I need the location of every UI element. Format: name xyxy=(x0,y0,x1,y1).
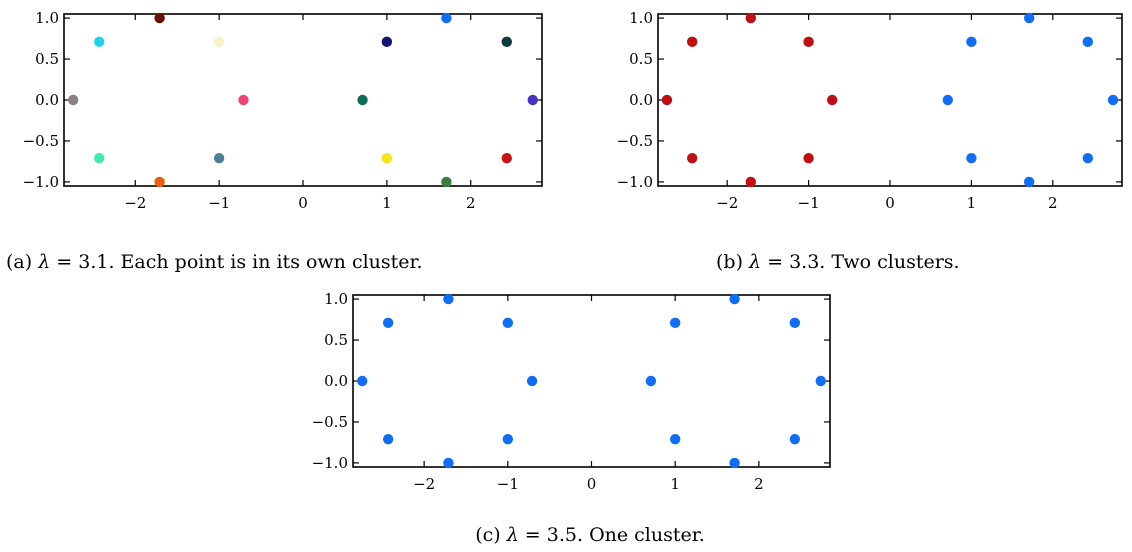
data-point xyxy=(729,293,740,305)
x-tick-label: 2 xyxy=(754,475,764,493)
subfigure-caption: (c) λ = 3.5. One cluster. xyxy=(475,524,705,546)
data-point xyxy=(1023,12,1035,24)
data-point xyxy=(213,152,225,164)
x-tick-label: 1 xyxy=(382,194,392,212)
y-tick-label: −0.5 xyxy=(23,132,59,150)
scatter-panel-b: −2 −1 0 1 2 1.0 0.5 0.0 −0.5 −1.0 (b) λ = 3.3. Two… xyxy=(617,9,1123,273)
x-tick-label: −2 xyxy=(716,194,738,212)
data-point xyxy=(441,176,452,188)
subfigure-caption: (a) λ = 3.1. Each point is in its own cl… xyxy=(6,251,423,273)
data-point xyxy=(94,36,105,48)
x-tick-label: −2 xyxy=(413,475,435,493)
data-point xyxy=(803,36,814,48)
data-point xyxy=(1082,36,1094,48)
data-point xyxy=(686,152,698,164)
data-point xyxy=(1023,176,1035,188)
data-point xyxy=(645,375,657,387)
data-point xyxy=(966,36,977,48)
y-tick-label: 1.0 xyxy=(324,290,348,308)
data-point xyxy=(443,457,454,469)
data-point xyxy=(729,457,740,469)
data-point xyxy=(357,375,368,387)
y-tick-label: −0.5 xyxy=(617,132,653,150)
data-point xyxy=(382,317,394,329)
data-point xyxy=(68,94,79,106)
data-point xyxy=(1082,152,1094,164)
x-tick-label: 0 xyxy=(885,194,895,212)
data-point xyxy=(745,12,756,24)
y-tick-label: 1.0 xyxy=(629,9,653,27)
data-point xyxy=(669,433,681,445)
data-point xyxy=(745,176,756,188)
data-point xyxy=(382,433,394,445)
data-point xyxy=(501,152,512,164)
data-point xyxy=(441,12,452,24)
data-point xyxy=(501,36,512,48)
data-point xyxy=(154,176,165,188)
x-tick-label: 1 xyxy=(670,475,680,493)
scatter-panel-a: −2 −1 0 1 2 1.0 0.5 0.0 −0.5 −1.0 (a) λ = 3.1. Eac… xyxy=(6,9,543,273)
y-tick-label: 0.0 xyxy=(629,91,653,109)
data-point xyxy=(789,317,801,329)
data-point xyxy=(357,94,368,106)
data-point xyxy=(502,317,514,329)
data-point xyxy=(527,94,538,106)
y-tick-label: −1.0 xyxy=(23,173,59,191)
subfigure-caption: (b) λ = 3.3. Two clusters. xyxy=(716,251,960,273)
x-tick-label: 2 xyxy=(1048,194,1058,212)
data-point xyxy=(213,36,225,48)
data-point xyxy=(686,36,698,48)
x-tick-label: −1 xyxy=(798,194,820,212)
data-point xyxy=(94,152,105,164)
data-point xyxy=(526,375,538,387)
data-point xyxy=(966,152,977,164)
scatter-panel-c: −2 −1 0 1 2 1.0 0.5 0.0 −0.5 −1.0 (c) λ = 3.5. One… xyxy=(312,290,831,546)
data-point xyxy=(502,433,514,445)
y-tick-label: −1.0 xyxy=(617,173,653,191)
data-point xyxy=(381,36,393,48)
x-tick-label: −1 xyxy=(208,194,230,212)
data-point xyxy=(443,293,454,305)
data-point xyxy=(661,94,673,106)
axes-frame xyxy=(63,13,543,187)
data-point xyxy=(815,375,826,387)
x-tick-label: −2 xyxy=(124,194,146,212)
data-point xyxy=(942,94,953,106)
data-point xyxy=(1107,94,1119,106)
x-tick-label: −1 xyxy=(497,475,519,493)
axes-frame xyxy=(657,13,1123,187)
data-point xyxy=(238,94,249,106)
y-tick-label: −1.0 xyxy=(312,454,348,472)
data-point xyxy=(789,433,801,445)
x-tick-label: 0 xyxy=(587,475,597,493)
y-tick-label: −0.5 xyxy=(312,413,348,431)
data-point xyxy=(669,317,681,329)
data-point xyxy=(803,152,814,164)
y-tick-label: 0.0 xyxy=(324,372,348,390)
x-tick-label: 2 xyxy=(466,194,476,212)
data-point xyxy=(154,12,165,24)
axes-frame xyxy=(352,294,831,468)
y-tick-label: 0.5 xyxy=(324,331,348,349)
y-tick-label: 0.5 xyxy=(35,50,59,68)
x-tick-label: 1 xyxy=(967,194,977,212)
x-tick-label: 0 xyxy=(298,194,308,212)
data-point xyxy=(381,152,393,164)
y-tick-label: 1.0 xyxy=(35,9,59,27)
data-point xyxy=(827,94,838,106)
y-tick-label: 0.0 xyxy=(35,91,59,109)
y-tick-label: 0.5 xyxy=(629,50,653,68)
